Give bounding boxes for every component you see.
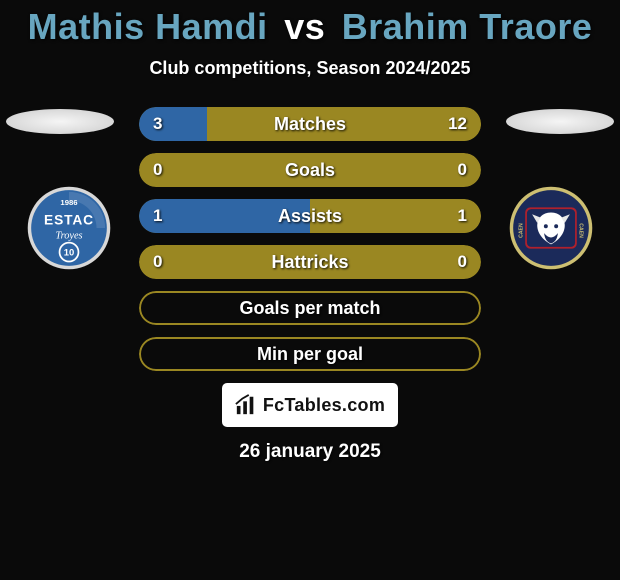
svg-text:CAEN: CAEN — [577, 223, 583, 238]
stat-value-right: 1 — [458, 199, 467, 233]
club-crest-left: 1986 ESTAC Troyes 10 — [26, 185, 112, 271]
svg-text:1986: 1986 — [60, 198, 78, 207]
subtitle: Club competitions, Season 2024/2025 — [0, 58, 620, 79]
svg-text:CAEN: CAEN — [519, 223, 525, 238]
middle-region: 1986 ESTAC Troyes 10 CAEN CAEN — [0, 107, 620, 371]
svg-text:ESTAC: ESTAC — [44, 213, 94, 228]
stat-label: Matches — [139, 107, 481, 141]
stat-row: Matches3 12 — [139, 107, 481, 141]
stat-value-right: 0 — [458, 245, 467, 279]
brand-badge: FcTables.com — [222, 383, 398, 427]
oval-right-decoration — [506, 109, 614, 134]
estac-troyes-crest-icon: 1986 ESTAC Troyes 10 — [26, 185, 112, 271]
stat-value-left: 3 — [153, 107, 162, 141]
stat-value-left: 0 — [153, 153, 162, 187]
date-label: 26 january 2025 — [0, 441, 620, 463]
oval-left-decoration — [6, 109, 114, 134]
stat-label: Hattricks — [139, 245, 481, 279]
stat-label: Goals per match — [139, 291, 481, 325]
stat-row: Goals per match — [139, 291, 481, 325]
stat-row: Goals0 0 — [139, 153, 481, 187]
title-player1: Mathis Hamdi — [28, 6, 268, 47]
sm-caen-crest-icon: CAEN CAEN — [508, 185, 594, 271]
stat-row: Min per goal — [139, 337, 481, 371]
stat-row: Assists1 1 — [139, 199, 481, 233]
page-title: Mathis Hamdi vs Brahim Traore — [0, 6, 620, 48]
stat-label: Goals — [139, 153, 481, 187]
svg-text:10: 10 — [64, 248, 75, 259]
brand-text: FcTables.com — [263, 395, 385, 416]
stat-label: Min per goal — [139, 337, 481, 371]
infographic-root: Mathis Hamdi vs Brahim Traore Club compe… — [0, 0, 620, 580]
title-player2: Brahim Traore — [342, 6, 593, 47]
title-vs: vs — [284, 6, 325, 47]
stat-value-left: 0 — [153, 245, 162, 279]
stat-row: Hattricks0 0 — [139, 245, 481, 279]
stat-value-right: 12 — [448, 107, 467, 141]
club-crest-right: CAEN CAEN — [508, 185, 594, 271]
stat-label: Assists — [139, 199, 481, 233]
comparison-bars: Matches312Goals00Assists11Hattricks00Goa… — [139, 107, 481, 371]
stat-value-right: 0 — [458, 153, 467, 187]
bar-chart-icon — [235, 394, 257, 416]
stat-value-left: 1 — [153, 199, 162, 233]
svg-text:Troyes: Troyes — [55, 230, 82, 241]
